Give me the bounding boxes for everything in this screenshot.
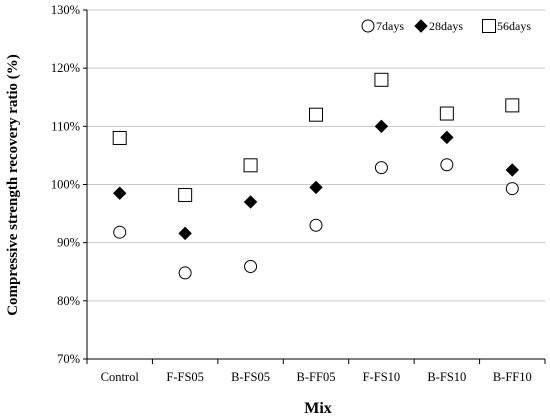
x-tick-label: B-FF05: [297, 370, 336, 384]
data-point-56days: [112, 130, 127, 145]
data-point-56days: [374, 72, 389, 87]
axes: [83, 9, 546, 364]
data-point-7days: [178, 266, 192, 280]
legend-label-28days: 28days: [429, 19, 463, 33]
data-point-56days: [309, 107, 323, 122]
x-tick-label: B-FF10: [493, 370, 532, 384]
x-tick-labels: Control F-FS05 B-FS05 B-FF05 F-FS10 B-FS10 B-F…: [101, 370, 532, 384]
data-point-28days: [243, 195, 258, 209]
y-tick-label: 80%: [57, 294, 80, 308]
y-tick-label: 130%: [51, 3, 80, 17]
data-point-56days: [439, 106, 454, 121]
x-tick-label: F-FS05: [166, 370, 204, 384]
x-axis-title: Mix: [304, 400, 332, 417]
y-axis-title: Compressive strength recovery ratio (%): [5, 54, 21, 316]
y-tick-label: 110%: [51, 119, 80, 133]
data-points: [112, 72, 520, 280]
grid-lines: [87, 9, 545, 302]
x-tick-label: F-FS10: [363, 370, 401, 384]
legend: 7days 28days 56days: [361, 19, 531, 33]
legend-marker-28days: [414, 19, 428, 33]
y-tick-label: 70%: [57, 352, 80, 366]
data-point-7days: [440, 158, 454, 172]
data-point-28days: [309, 180, 323, 195]
legend-marker-7days: [361, 19, 375, 33]
data-point-28days: [374, 119, 389, 134]
legend-label-56days: 56days: [497, 19, 531, 33]
x-tick-label: Control: [101, 370, 140, 384]
data-point-7days: [244, 260, 258, 274]
x-tick-label: B-FS10: [427, 370, 466, 384]
data-point-28days: [505, 163, 519, 177]
legend-label-7days: 7days: [376, 19, 404, 33]
y-tick-label: 120%: [51, 61, 80, 75]
data-point-56days: [178, 187, 193, 202]
y-tick-label: 100%: [51, 178, 80, 192]
legend-marker-56days: [482, 19, 496, 33]
data-point-56days: [243, 158, 258, 173]
data-point-7days: [374, 161, 388, 175]
data-point-28days: [440, 130, 454, 145]
data-point-7days: [113, 225, 127, 239]
x-tick-label: B-FS05: [231, 370, 270, 384]
data-point-56days: [505, 98, 520, 113]
y-tick-labels: 70% 80% 90% 100% 110% 120% 130%: [51, 3, 80, 366]
y-tick-label: 90%: [57, 236, 80, 250]
data-point-7days: [309, 218, 323, 232]
data-point-28days: [113, 186, 127, 200]
data-point-28days: [178, 226, 192, 241]
data-point-7days: [505, 182, 519, 196]
